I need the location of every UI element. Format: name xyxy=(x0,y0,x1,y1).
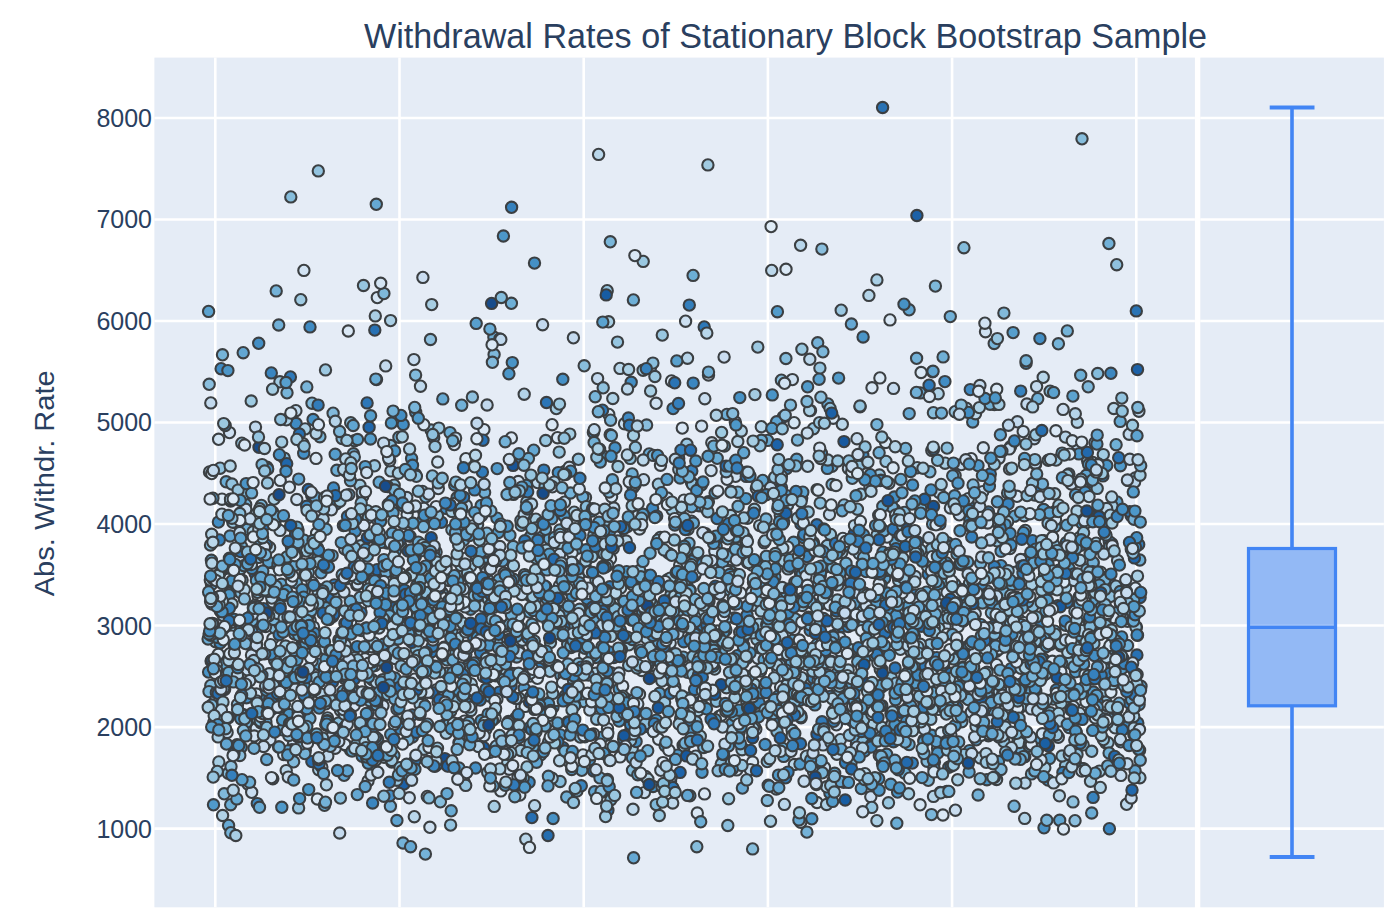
svg-text:Abs. Withdr. Rate: Abs. Withdr. Rate xyxy=(29,370,60,596)
svg-text:6000: 6000 xyxy=(96,307,152,335)
svg-text:2000: 2000 xyxy=(96,713,152,741)
svg-text:4000: 4000 xyxy=(96,510,152,538)
svg-text:1000: 1000 xyxy=(96,815,152,843)
svg-text:3000: 3000 xyxy=(96,612,152,640)
svg-text:5000: 5000 xyxy=(96,408,152,436)
svg-text:7000: 7000 xyxy=(96,205,152,233)
svg-text:Withdrawal Rates of Stationary: Withdrawal Rates of Stationary Block Boo… xyxy=(364,16,1207,55)
svg-text:8000: 8000 xyxy=(96,104,152,132)
